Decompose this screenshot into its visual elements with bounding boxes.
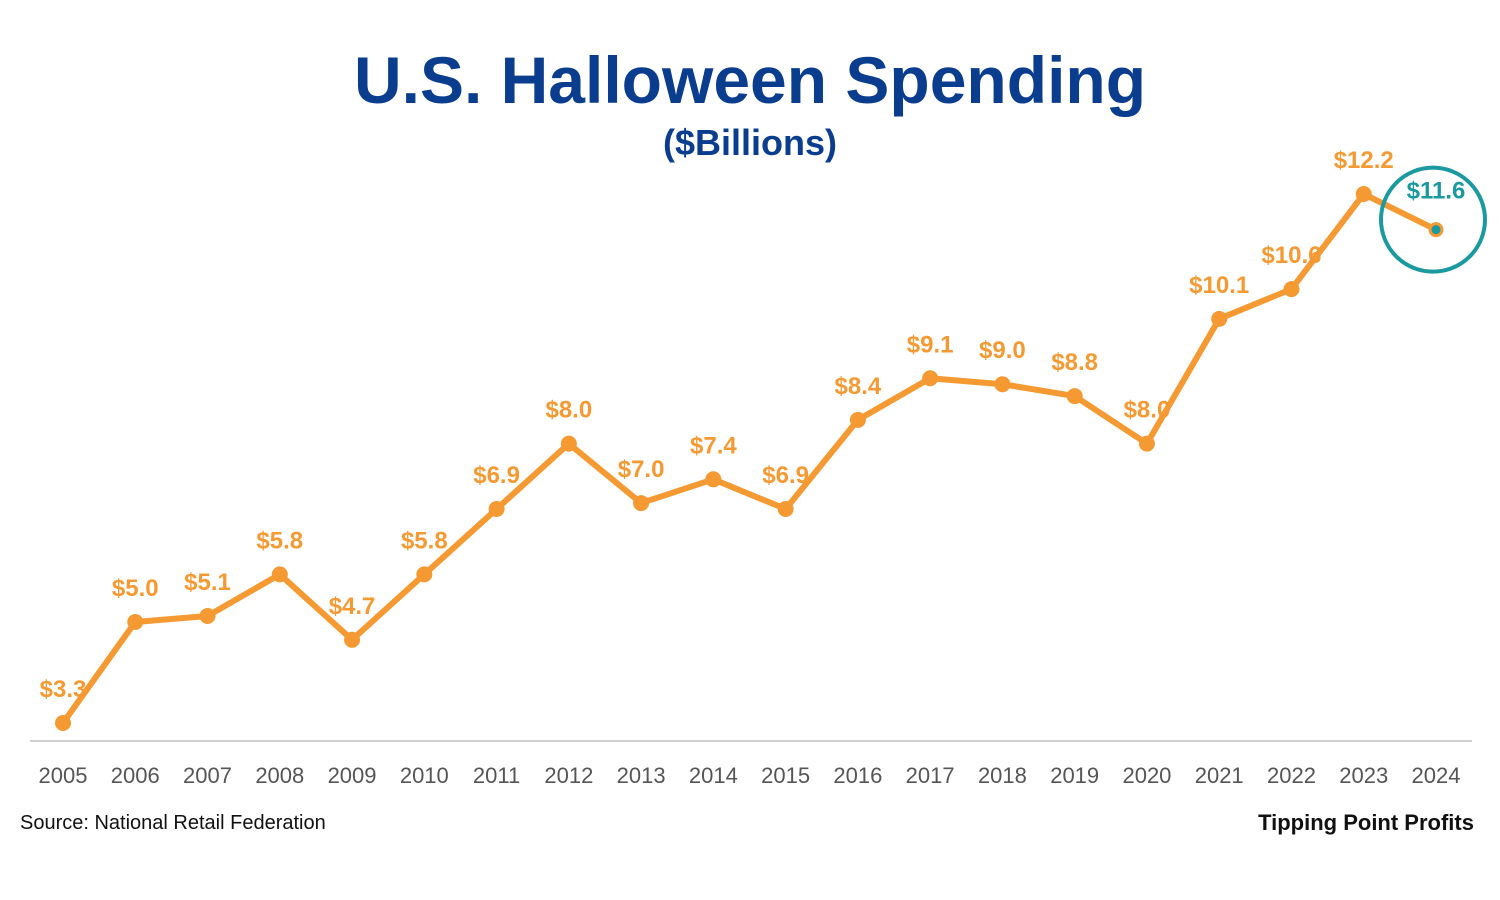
data-point-2021 [1211,310,1228,327]
x-tick-2014: 2014 [689,763,738,788]
data-point-2018 [994,376,1011,393]
x-tick-2022: 2022 [1267,763,1316,788]
data-label-2021: $10.1 [1189,272,1249,299]
series-line [60,191,1439,726]
data-point-2007 [199,608,216,625]
x-tick-2020: 2020 [1122,763,1171,788]
data-label-2011: $6.9 [473,462,520,489]
source-note: Source: National Retail Federation [20,812,326,834]
data-point-2008 [271,566,288,583]
x-tick-2007: 2007 [183,763,232,788]
x-tick-2024: 2024 [1412,763,1461,788]
data-label-2022: $10.6 [1261,242,1321,269]
data-point-2013 [633,495,650,512]
x-tick-2012: 2012 [544,763,593,788]
data-point-2022 [1283,281,1300,298]
data-point-2015 [777,501,794,518]
data-label-2007: $5.1 [184,569,231,596]
data-label-2017: $9.1 [907,331,954,358]
data-label-2018: $9.0 [979,337,1026,364]
data-point-2017 [922,370,939,387]
data-point-2023 [1355,186,1372,202]
data-label-2020: $8.0 [1124,397,1171,424]
data-label-2005: $3.3 [40,676,87,703]
chart-marks: $3.3 2005 $5.0 2006 $5.1 2007 $5.8 2008 $4.7 2009… [39,147,1487,788]
x-tick-2023: 2023 [1339,763,1388,788]
data-point-2016 [849,411,866,428]
data-point-2005 [55,715,71,731]
data-point-2010 [416,566,433,583]
brand-label: Tipping Point Profits [1258,810,1474,835]
x-tick-2021: 2021 [1195,763,1244,788]
data-label-2010: $5.8 [401,527,448,554]
data-label-2012: $8.0 [545,397,592,424]
x-tick-2008: 2008 [255,763,304,788]
data-label-2023: $12.2 [1334,147,1394,174]
x-tick-2005: 2005 [39,763,88,788]
chart-subtitle: ($Billions) [663,122,837,163]
data-label-2014: $7.4 [690,432,737,459]
x-tick-2011: 2011 [473,763,520,788]
x-tick-2017: 2017 [906,763,955,788]
data-point-2012 [560,435,577,452]
x-tick-2019: 2019 [1050,763,1099,788]
data-point-2011 [488,501,505,518]
data-label-2024: $11.6 [1407,178,1466,205]
data-point-2009 [344,631,361,648]
data-point-2019 [1066,388,1083,405]
x-tick-2006: 2006 [111,763,160,788]
x-tick-2010: 2010 [400,763,449,788]
chart-title: U.S. Halloween Spending [354,43,1146,117]
x-tick-2018: 2018 [978,763,1027,788]
x-tick-2016: 2016 [833,763,882,788]
data-label-2008: $5.8 [256,527,303,554]
data-label-2006: $5.0 [112,575,159,602]
data-label-2016: $8.4 [835,373,882,400]
data-label-2019: $8.8 [1051,349,1098,376]
x-tick-2009: 2009 [328,763,377,788]
data-point-2014 [705,471,722,488]
data-point-2024 [1428,222,1444,238]
data-label-2013: $7.0 [618,456,665,483]
highlight-ring [1379,165,1487,274]
data-label-2015: $6.9 [762,462,809,489]
data-label-2009: $4.7 [329,593,376,620]
data-point-2020 [1138,435,1155,452]
data-point-2006 [127,613,144,630]
x-tick-2013: 2013 [617,763,666,788]
x-tick-2015: 2015 [761,763,810,788]
